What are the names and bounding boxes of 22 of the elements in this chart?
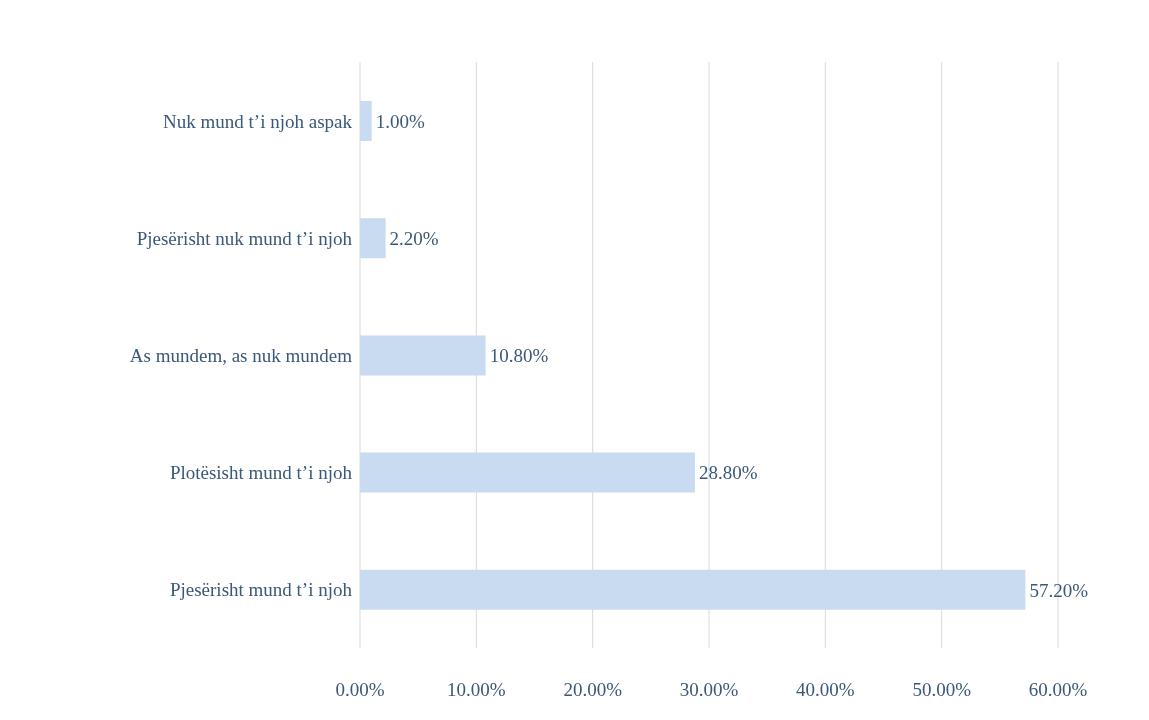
bar: [360, 335, 486, 376]
y-tick-label: Nuk mund t’i njoh aspak: [163, 110, 353, 132]
bar: [360, 101, 372, 141]
x-tick-label: 50.00%: [912, 679, 972, 700]
x-tick-label: 30.00%: [679, 679, 739, 700]
x-tick-label: 60.00%: [1028, 679, 1088, 700]
data-label: 28.80%: [699, 462, 758, 484]
x-tick-label: 0.00%: [335, 679, 385, 700]
x-tick-label: 10.00%: [447, 679, 506, 700]
x-tick-label: 20.00%: [563, 679, 623, 700]
data-label: 10.80%: [489, 345, 549, 367]
y-tick-label: Pjesërisht nuk mund t’i njoh: [136, 227, 353, 249]
y-tick-label: As mundem, as nuk mundem: [129, 345, 353, 366]
bar: [360, 569, 1026, 610]
y-tick-label: Pjesërisht mund t’i njoh: [169, 579, 353, 601]
bar: [360, 218, 386, 259]
data-label: 57.20%: [1029, 579, 1089, 601]
data-label: 1.00%: [375, 110, 425, 132]
x-tick-label: 40.00%: [796, 679, 855, 700]
y-tick-label: Plotësisht mund t’i njoh: [169, 462, 353, 484]
bar: [360, 452, 696, 493]
data-label: 2.20%: [389, 227, 439, 249]
